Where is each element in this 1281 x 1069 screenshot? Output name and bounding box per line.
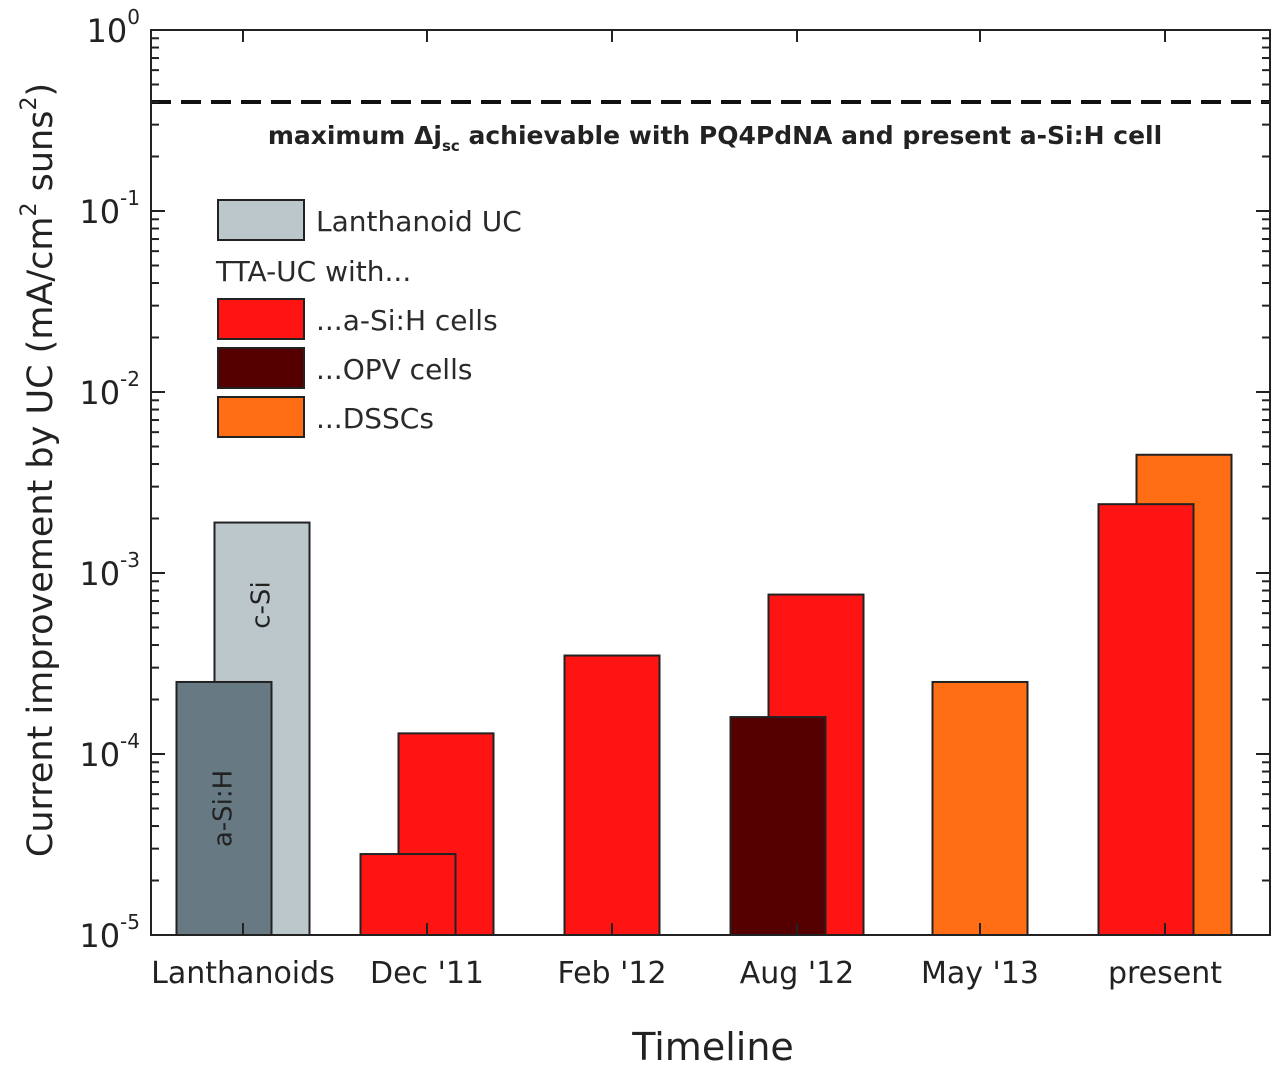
bar-9 <box>1097 503 1195 936</box>
reference-line-label: maximum Δjsc achievable with PQ4PdNA and… <box>268 121 1162 155</box>
ytick-label-0: 10-5 <box>79 910 140 955</box>
ytick-label-1: 10-4 <box>79 729 140 774</box>
legend-swatch-0 <box>217 199 305 241</box>
xtick-label-4: May '13 <box>921 956 1039 991</box>
bar-7 <box>931 680 1029 936</box>
ytick-label-3: 10-2 <box>79 367 140 412</box>
ytick-label-2: 10-3 <box>79 548 140 593</box>
ytick-label-4: 10-1 <box>79 186 140 231</box>
xtick-label-2: Feb '12 <box>557 956 666 991</box>
legend-swatch-2 <box>217 298 305 340</box>
legend-label-3: ...OPV cells <box>316 353 472 386</box>
ytick-label-5: 100 <box>87 5 140 50</box>
legend-label-0: Lanthanoid UC <box>316 205 522 238</box>
xtick-label-5: present <box>1108 956 1222 991</box>
xtick-label-1: Dec '11 <box>370 956 484 991</box>
y-axis-label: Current improvement by UC (mA/cm2 suns2) <box>17 83 61 857</box>
legend-heading: TTA-UC with... <box>215 255 411 288</box>
legend-swatch-4 <box>217 396 305 438</box>
bar-label-0: c-Si <box>247 581 277 628</box>
xtick-label-3: Aug '12 <box>740 956 855 991</box>
legend: Lanthanoid UC TTA-UC with... ...a-Si:H cel… <box>215 199 522 438</box>
legend-label-4: ...DSSCs <box>316 402 434 435</box>
bar-6 <box>729 716 827 936</box>
reference-line-layer: maximum Δjsc achievable with PQ4PdNA and… <box>151 100 1270 155</box>
bars-layer: c-Si a-Si:H <box>175 453 1233 937</box>
bar-3 <box>359 853 457 936</box>
bar-label-1: a-Si:H <box>209 770 239 847</box>
xtick-label-0: Lanthanoids <box>151 956 335 991</box>
legend-swatch-3 <box>217 347 305 389</box>
plot-frame <box>150 29 1271 936</box>
axes: 10-5 10-4 10-3 10-2 10-1 100 Lanthanoids Dec '1… <box>17 5 1271 1069</box>
x-axis-label: Timeline <box>631 1025 794 1069</box>
bar-4 <box>563 654 661 936</box>
legend-label-2: ...a-Si:H cells <box>316 304 498 337</box>
